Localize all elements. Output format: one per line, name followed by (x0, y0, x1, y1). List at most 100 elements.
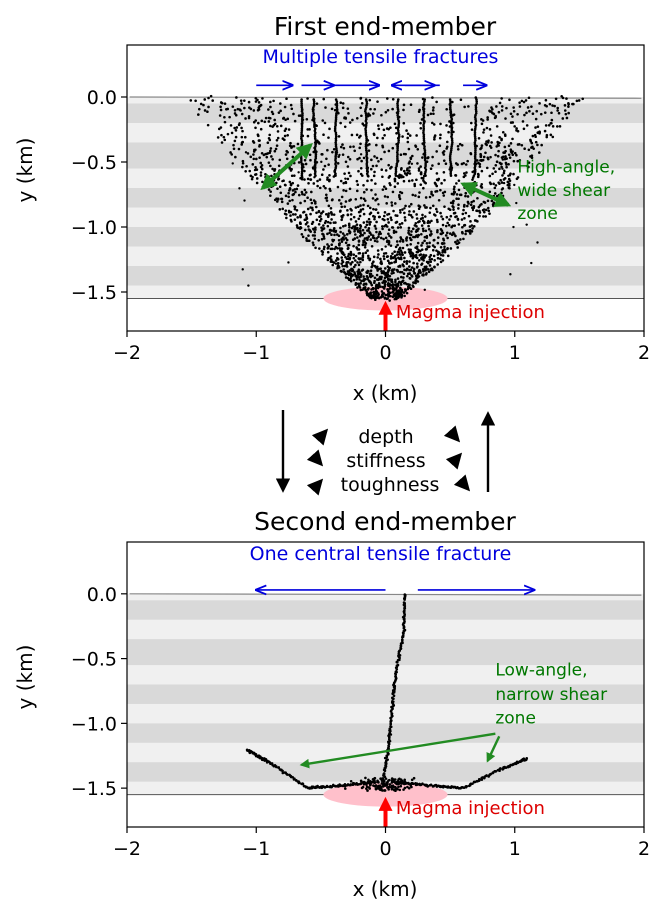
fracture-point (342, 268, 345, 271)
fracture-point (526, 106, 530, 109)
fracture-point (424, 267, 427, 271)
fracture-point (389, 716, 392, 720)
fracture-point (318, 786, 322, 789)
fracture-point (291, 213, 295, 216)
rock-layer-band (127, 639, 644, 666)
fracture-point (436, 256, 440, 260)
fracture-point (396, 277, 400, 280)
fracture-point (543, 103, 547, 107)
fracture-point (423, 141, 426, 144)
fracture-point (393, 788, 396, 792)
fracture-point (400, 251, 404, 254)
fracture-point (328, 187, 332, 191)
fracture-point (474, 117, 477, 121)
fracture-point (302, 211, 305, 214)
fracture-point (393, 179, 397, 183)
fracture-point (422, 259, 425, 262)
fracture-point (328, 256, 331, 260)
fracture-point (431, 96, 434, 99)
fracture-point (419, 165, 422, 168)
fracture-point (518, 105, 522, 108)
fracture-point (231, 162, 234, 165)
fracture-point (355, 246, 359, 250)
fracture-point (422, 137, 426, 140)
fracture-point (409, 287, 413, 291)
fracture-point (437, 198, 441, 202)
fracture-point (293, 119, 297, 123)
fracture-point (281, 207, 285, 211)
fracture-point (366, 789, 369, 792)
fracture-point (366, 254, 370, 258)
fracture-point (334, 156, 337, 160)
fracture-point (365, 220, 369, 223)
fracture-point (416, 276, 419, 279)
fracture-point (385, 754, 389, 757)
fracture-point (259, 174, 263, 177)
fracture-point (376, 240, 379, 243)
fracture-point (486, 199, 490, 203)
fracture-point (366, 179, 369, 183)
fracture-point (252, 153, 255, 156)
fracture-point (349, 252, 353, 255)
fracture-point (267, 120, 271, 123)
fracture-point (334, 98, 338, 101)
fracture-point (334, 154, 337, 158)
fracture-point (450, 135, 453, 138)
fracture-point (423, 235, 427, 239)
fracture-point (425, 234, 429, 238)
fracture-point (421, 273, 424, 277)
fracture-point (364, 123, 368, 127)
fracture-point (403, 256, 406, 260)
fracture-point (294, 779, 298, 782)
fracture-point (440, 215, 443, 218)
fracture-point (313, 133, 317, 136)
fracture-point (314, 205, 318, 209)
fracture-point (383, 195, 387, 198)
fracture-point (450, 125, 453, 129)
fracture-point (474, 106, 478, 109)
fracture-point (396, 779, 400, 783)
fracture-point (473, 141, 477, 144)
fracture-point (341, 102, 345, 105)
fracture-point (445, 145, 449, 149)
fracture-point (443, 190, 447, 194)
fracture-point (414, 221, 418, 225)
fracture-point (399, 168, 403, 171)
fracture-point (360, 101, 364, 105)
fracture-point (296, 184, 300, 187)
fracture-point (289, 214, 292, 217)
fracture-point (315, 102, 319, 105)
fracture-point (403, 219, 407, 222)
fracture-point (421, 227, 425, 231)
fracture-point (359, 166, 363, 170)
fracture-point (310, 190, 313, 194)
fracture-point (386, 297, 389, 300)
annotation-arrows (256, 590, 534, 827)
fracture-point (283, 138, 286, 142)
fracture-point (363, 110, 367, 113)
fracture-point (424, 784, 428, 787)
fracture-point (289, 103, 293, 107)
fracture-point (414, 255, 418, 259)
fracture-point (314, 152, 318, 156)
fracture-point (497, 193, 501, 197)
x-tick-label: −1 (242, 838, 270, 860)
fracture-point (240, 126, 243, 130)
fracture-point (368, 272, 372, 276)
fracture-point (567, 105, 570, 108)
fracture-point (300, 782, 303, 786)
fracture-point (269, 100, 272, 104)
fracture-point (375, 290, 379, 294)
annotation-text: Magma injection (396, 798, 545, 819)
fracture-point (405, 260, 409, 263)
fracture-point (513, 183, 516, 187)
fracture-point (354, 254, 358, 258)
fracture-point (383, 150, 386, 154)
fracture-point (222, 135, 226, 139)
fracture-point (349, 277, 352, 281)
fracture-point (423, 158, 427, 162)
fracture-point (459, 238, 462, 241)
fracture-point (269, 124, 272, 128)
fracture-point (334, 221, 337, 224)
fracture-point (452, 187, 456, 191)
